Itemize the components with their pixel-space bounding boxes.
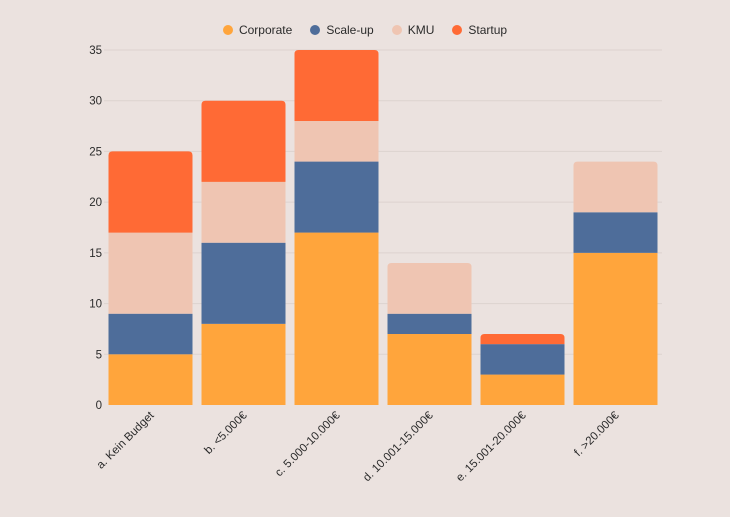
y-tick-label: 25 — [89, 146, 102, 158]
legend-swatch — [391, 25, 402, 35]
legend-swatch — [222, 25, 233, 35]
legend-item-corporate[interactable]: Corporate — [222, 23, 293, 37]
bar-segment-scale-up-c-5-000-10-000[interactable] — [294, 161, 379, 233]
bar-segment-kmu-b-5-000[interactable] — [201, 181, 286, 243]
bar-segment-scale-up-d-10-001-15-000[interactable] — [387, 313, 472, 334]
y-tick-label: 15 — [89, 248, 102, 260]
legend-swatch — [452, 25, 463, 35]
bar-segment-scale-up-e-15-001-20-000[interactable] — [480, 344, 565, 375]
bar-segment-corporate-e-15-001-20-000[interactable] — [480, 374, 565, 405]
y-tick-label: 30 — [89, 96, 102, 108]
bar-segment-corporate-b-5-000[interactable] — [201, 323, 286, 405]
y-tick-label: 20 — [89, 197, 102, 209]
legend-label: Scale-up — [326, 23, 374, 37]
legend-label: Corporate — [238, 23, 293, 37]
y-tick-label: 10 — [89, 299, 102, 311]
legend-label: Startup — [468, 23, 508, 37]
legend-item-kmu[interactable]: KMU — [391, 23, 435, 37]
bar-segment-corporate-a-kein-budget[interactable] — [108, 354, 193, 405]
bar-segment-corporate-c-5-000-10-000[interactable] — [294, 232, 379, 405]
bar-segment-startup-b-5-000[interactable] — [201, 100, 286, 182]
x-tick-label: e. 15.001-20.000€ — [454, 409, 529, 484]
bar-segment-kmu-c-5-000-10-000[interactable] — [294, 121, 379, 162]
x-tick-label: c. 5.000-10.000€ — [273, 409, 343, 479]
bar-segment-scale-up-f-20-000[interactable] — [573, 212, 658, 253]
bar-segment-kmu-a-kein-budget[interactable] — [108, 232, 193, 314]
legend-label: KMU — [407, 23, 435, 37]
legend-item-startup[interactable]: Startup — [452, 23, 507, 37]
bar-segment-scale-up-b-5-000[interactable] — [201, 242, 286, 324]
y-tick-label: 0 — [96, 400, 102, 412]
bar-segment-startup-e-15-001-20-000[interactable] — [480, 334, 565, 345]
bar-segment-kmu-d-10-001-15-000[interactable] — [387, 263, 472, 314]
x-tick-label: f. >20.000€ — [572, 409, 622, 459]
legend: Corporate Scale-up KMU Startup — [0, 21, 730, 39]
y-tick-label: 35 — [89, 45, 102, 57]
bar-segment-corporate-d-10-001-15-000[interactable] — [387, 334, 472, 405]
bar-segment-startup-a-kein-budget[interactable] — [108, 151, 193, 233]
legend-item-scale-up[interactable]: Scale-up — [310, 23, 374, 37]
legend-swatch — [310, 25, 321, 35]
x-tick-label: b. <5.000€ — [202, 409, 250, 457]
bar-segment-corporate-f-20-000[interactable] — [573, 252, 658, 405]
x-tick-label: a. Kein Budget — [95, 409, 157, 471]
bar-segment-kmu-f-20-000[interactable] — [573, 161, 658, 213]
y-tick-label: 5 — [96, 349, 102, 361]
bar-segment-scale-up-a-kein-budget[interactable] — [108, 313, 193, 355]
x-tick-label: d. 10.001-15.000€ — [361, 409, 436, 484]
bar-segment-startup-c-5-000-10-000[interactable] — [294, 50, 379, 121]
